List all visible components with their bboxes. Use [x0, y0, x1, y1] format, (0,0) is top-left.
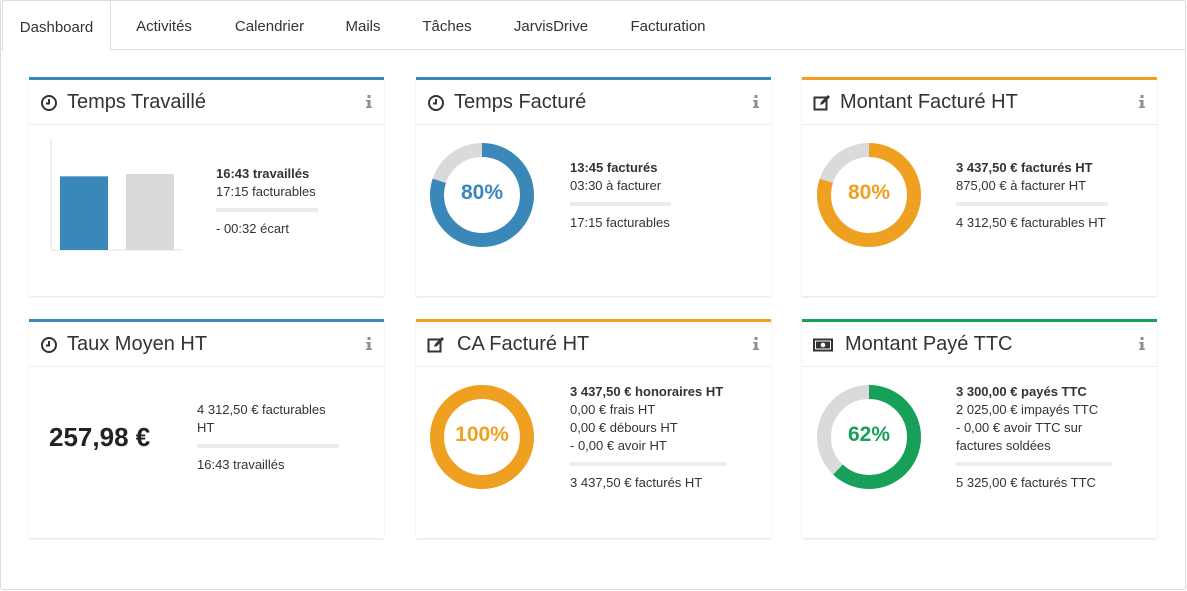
average-rate-value: 257,98 € [49, 422, 151, 452]
stat-disbursements: 0,00 € débours HT [570, 420, 678, 435]
separator [570, 202, 671, 206]
info-icon[interactable] [1137, 93, 1147, 111]
info-icon[interactable] [364, 93, 374, 111]
card-header: Temps Facturé [416, 80, 771, 125]
card-header: Montant Payé TTC [802, 322, 1157, 367]
card-temps-facture: Temps Facturé 80% 13:45 facturés 03:30 à… [416, 77, 771, 296]
stat-worked: 16:43 travaillés [197, 457, 285, 472]
card-header: Temps Travaillé [29, 80, 384, 125]
tab-facturation[interactable]: Facturation [630, 18, 706, 35]
info-icon[interactable] [751, 335, 761, 353]
stat-to-bill: 03:30 à facturer [570, 178, 662, 193]
separator [216, 208, 318, 212]
stat-billable: 4 312,50 € facturables [197, 402, 326, 417]
stat-billable: 4 312,50 € facturables HT [956, 215, 1106, 230]
stats-block: 16:43 travaillés 17:15 facturables - 00:… [216, 165, 318, 238]
stats-block: 3 437,50 € facturés HT 875,00 € à factur… [956, 159, 1108, 232]
card-temps-travaille: Temps Travaillé 16:43 travaillés 17:15 f… [29, 77, 384, 296]
worked-time-bar-chart [50, 138, 182, 251]
card-taux-moyen: Taux Moyen HT 257,98 € 4 312,50 € factur… [29, 319, 384, 538]
card-ca-facture: CA Facturé HT 100% 3 437,50 € honoraires… [416, 319, 771, 538]
card-title: Taux Moyen HT [67, 333, 208, 355]
stats-block: 3 300,00 € payés TTC 2 025,00 € impayés … [956, 383, 1112, 492]
donut-chart [430, 143, 534, 247]
stat-fees: 3 437,50 € honoraires HT [570, 384, 724, 399]
card-title: Montant Facturé HT [840, 91, 1018, 113]
stat-paid: 3 300,00 € payés TTC [956, 384, 1087, 399]
card-title: CA Facturé HT [457, 333, 590, 355]
tab-calendrier[interactable]: Calendrier [234, 18, 305, 35]
separator [570, 462, 726, 466]
separator [197, 444, 339, 448]
bar-billable [126, 174, 174, 250]
donut-percent: 62% [847, 423, 891, 446]
stat-gap: - 00:32 écart [216, 221, 289, 236]
edit-icon [427, 337, 444, 353]
money-icon [813, 338, 833, 352]
stat-billable: 17:15 facturables [216, 184, 316, 199]
stat-billed: 13:45 facturés [570, 160, 658, 175]
card-header: CA Facturé HT [416, 322, 771, 367]
separator [956, 462, 1112, 466]
clock-icon [41, 337, 57, 353]
stat-billed: 3 437,50 € facturés HT [570, 475, 703, 490]
clock-icon [41, 95, 57, 111]
edit-icon [813, 95, 830, 111]
tab-activites[interactable]: Activités [136, 18, 192, 35]
donut-chart [817, 385, 921, 489]
donut-arc [817, 385, 921, 489]
tab-mails[interactable]: Mails [345, 18, 381, 35]
donut-arc [430, 143, 534, 247]
stat-unpaid: 2 025,00 € impayés TTC [956, 402, 1099, 417]
stats-block: 3 437,50 € honoraires HT 0,00 € frais HT… [570, 383, 726, 492]
stat-credit-settled: factures soldées [956, 438, 1051, 453]
card-title: Temps Travaillé [67, 91, 206, 113]
stat-to-bill: 875,00 € à facturer HT [956, 178, 1087, 193]
donut-percent: 80% [847, 181, 891, 204]
donut-arc [817, 143, 921, 247]
separator [956, 202, 1108, 206]
info-icon[interactable] [751, 93, 761, 111]
stat-billable-ht: HT [197, 420, 215, 435]
donut-arc [430, 385, 534, 489]
donut-chart [817, 143, 921, 247]
bar-worked [60, 176, 108, 250]
tab-jarvisdrive[interactable]: JarvisDrive [513, 18, 589, 35]
donut-chart [430, 385, 534, 489]
stat-credit: - 0,00 € avoir TTC sur [956, 420, 1083, 435]
card-montant-paye: Montant Payé TTC 62% 3 300,00 € payés TT… [802, 319, 1157, 538]
stat-billed: 5 325,00 € facturés TTC [956, 475, 1096, 490]
stat-worked: 16:43 travaillés [216, 166, 310, 181]
info-icon[interactable] [1137, 335, 1147, 353]
stats-block: 4 312,50 € facturables HT 16:43 travaill… [197, 401, 339, 474]
card-montant-facture: Montant Facturé HT 80% 3 437,50 € factur… [802, 77, 1157, 296]
tab-taches[interactable]: Tâches [422, 18, 472, 35]
stats-block: 13:45 facturés 03:30 à facturer 17:15 fa… [570, 159, 671, 232]
stat-billed: 3 437,50 € facturés HT [956, 160, 1093, 175]
donut-percent: 100% [455, 423, 509, 446]
info-icon[interactable] [364, 335, 374, 353]
tab-dashboard[interactable]: Dashboard [2, 0, 111, 51]
clock-icon [428, 95, 444, 111]
tab-bar: Dashboard Activités Calendrier Mails Tâc… [0, 0, 1185, 51]
stat-billable: 17:15 facturables [570, 215, 670, 230]
card-title: Temps Facturé [454, 91, 587, 113]
stat-expenses: 0,00 € frais HT [570, 402, 656, 417]
donut-percent: 80% [460, 181, 504, 204]
card-header: Montant Facturé HT [802, 80, 1157, 125]
stat-credit: - 0,00 € avoir HT [570, 438, 667, 453]
card-title: Montant Payé TTC [845, 333, 1013, 355]
card-header: Taux Moyen HT [29, 322, 384, 367]
